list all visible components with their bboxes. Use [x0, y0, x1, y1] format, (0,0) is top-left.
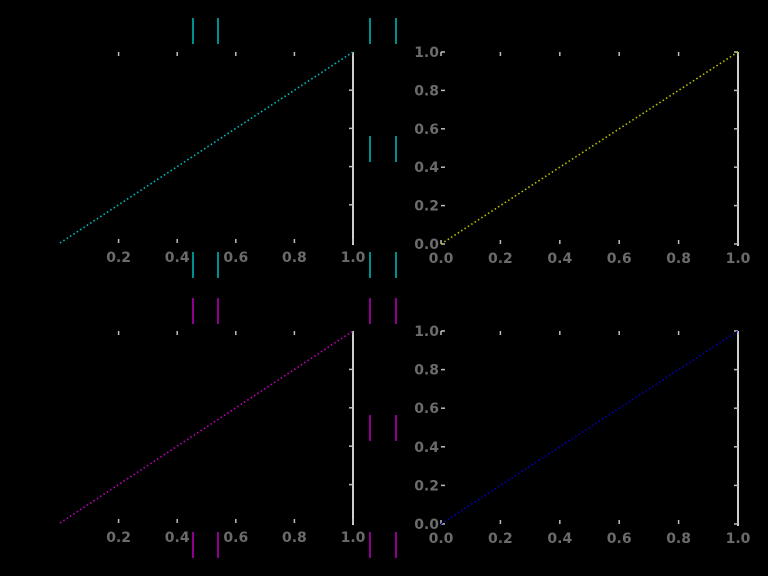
x-tick-label: 0.4: [547, 531, 572, 547]
y-tick-label: 1.0: [414, 45, 439, 61]
y-tick-label: 0.6: [414, 401, 439, 417]
chart-panel-bottom-left: 0.2 0.4 0.6 0.8 1.0: [59, 330, 366, 546]
x-tick-label: 0.6: [223, 250, 248, 266]
y-tick-label: 0.2: [414, 199, 439, 215]
y-tick-label: 0.0: [414, 237, 439, 253]
x-tick-label: 0.2: [488, 251, 513, 267]
y-tick-label: 0.2: [414, 478, 439, 494]
y-tick-label: 0.8: [414, 83, 439, 99]
x-tick-label: 0.6: [607, 251, 632, 267]
x-tick-label: 1.0: [726, 251, 751, 267]
x-tick-label: 0.4: [165, 250, 190, 266]
y-tick-label: 0.4: [414, 440, 439, 456]
chart-panel-top-left: 0.2 0.4 0.6 0.8 1.0: [59, 51, 366, 266]
x-tick-label: 0.6: [607, 531, 632, 547]
x-tick-label: 0.2: [106, 250, 131, 266]
x-tick-label: 0.4: [547, 251, 572, 267]
x-tick-label: 0.8: [282, 530, 307, 546]
series-line: [440, 330, 739, 525]
x-tick-label: 0.2: [488, 531, 513, 547]
x-tick-label: 1.0: [341, 250, 366, 266]
y-tick-label: 0.0: [414, 517, 439, 533]
x-tick-label: 0.8: [666, 251, 691, 267]
x-tick-label: 0.6: [223, 530, 248, 546]
chart-panel-top-right: 0.0 0.2 0.4 0.6 0.8 1.0 0.0 0.2 0.4 0.6 0.8 1.0: [414, 45, 750, 267]
x-tick-label: 1.0: [726, 531, 751, 547]
x-tick-label: 0.8: [282, 250, 307, 266]
x-tick-label: 0.4: [165, 530, 190, 546]
x-tick-label: 0.0: [429, 531, 454, 547]
x-tick-label: 1.0: [341, 530, 366, 546]
legend-markers: [192, 18, 397, 558]
y-tick-label: 1.0: [414, 324, 439, 340]
chart-panel-bottom-right: 0.0 0.2 0.4 0.6 0.8 1.0 0.0 0.2 0.4 0.6 0.8 1.0: [414, 324, 750, 547]
y-tick-label: 0.6: [414, 122, 439, 138]
x-tick-label: 0.0: [429, 251, 454, 267]
x-tick-label: 0.8: [666, 531, 691, 547]
y-tick-label: 0.4: [414, 160, 439, 176]
series-line: [440, 51, 739, 245]
y-tick-label: 0.8: [414, 363, 439, 379]
x-tick-label: 0.2: [106, 530, 131, 546]
